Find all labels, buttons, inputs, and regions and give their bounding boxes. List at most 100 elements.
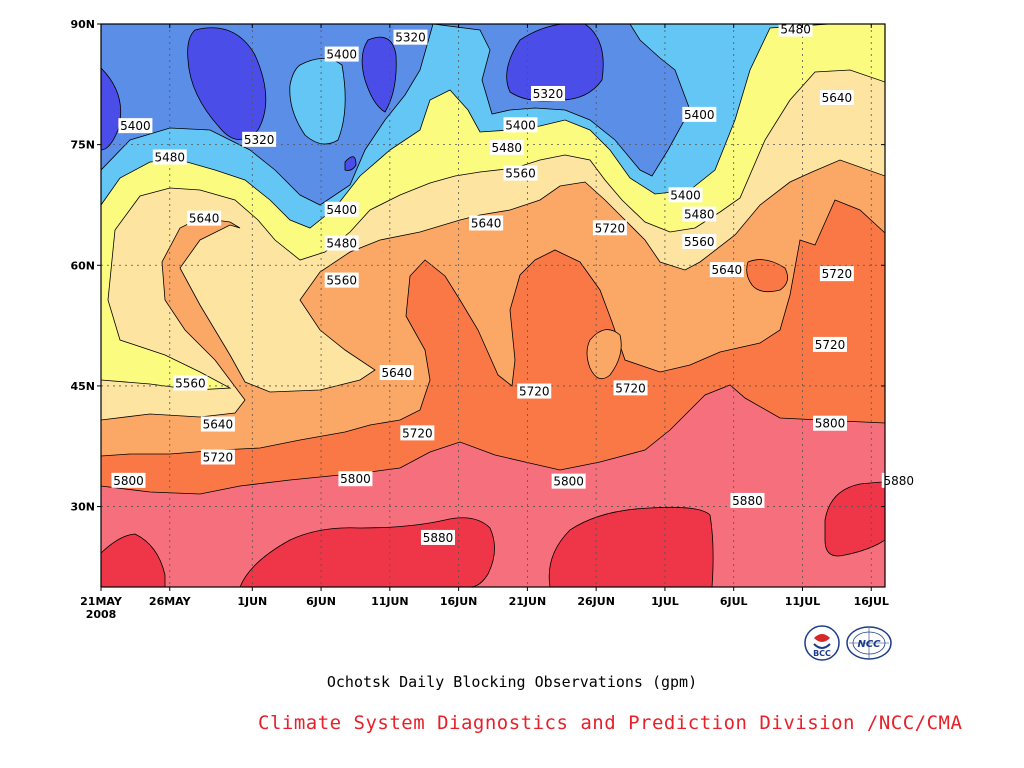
contour-label-bg [819, 89, 854, 105]
contour-label-bg [517, 383, 552, 399]
contour-label-bg [111, 472, 146, 488]
contour-label-bg [242, 131, 277, 147]
x-tick-label: 16JUN [440, 595, 478, 608]
contour-label-bg [324, 46, 359, 62]
contour-label: 5640 [200, 416, 235, 432]
contour-label-bg [118, 118, 153, 134]
contour-label: 5400 [668, 187, 703, 203]
contour-label-text: 5320 [533, 87, 564, 101]
contour-label-bg [668, 187, 703, 203]
x-tick-label: 26JUN [577, 595, 615, 608]
x-tick-label: 1JUL [651, 595, 679, 608]
contour-label: 5640 [379, 365, 414, 381]
contour-label: 5800 [812, 415, 847, 431]
contour-label-text: 5880 [732, 494, 763, 508]
contour-label-bg [682, 206, 717, 222]
contour-label-bg [324, 235, 359, 251]
contour-label: 5320 [242, 131, 277, 147]
contour-label-text: 5560 [684, 235, 715, 249]
band-5640-5720-cells [586, 329, 622, 380]
ncc-logo: NCC [845, 624, 895, 666]
contour-label: 5560 [173, 375, 208, 391]
contour-label-bg [393, 29, 428, 45]
x-tick-label: 21JUN [509, 595, 547, 608]
contour-label: 5480 [489, 139, 524, 155]
contour-label-bg [730, 492, 765, 508]
contour-label: 5880 [730, 492, 765, 508]
contour-label: 5880 [420, 529, 455, 545]
contour-label-text: 5400 [684, 108, 715, 122]
contour-label-text: 5640 [712, 263, 743, 277]
band-lt5320 [101, 24, 604, 171]
contour-label-bg [551, 473, 586, 489]
contour-label-text: 5400 [505, 118, 536, 132]
plot-frame [100, 23, 886, 588]
contour-label-text: 5800 [340, 472, 371, 486]
contour-label-text: 5400 [326, 48, 357, 62]
contour-label-bg [812, 336, 847, 352]
contour-label: 5720 [592, 220, 627, 236]
contour-label: 5400 [682, 106, 717, 122]
contour-label-bg [709, 262, 744, 278]
contour-label-bg [338, 471, 373, 487]
contour-label: 5720 [200, 449, 235, 465]
contour-label-bg [200, 416, 235, 432]
contour-label-bg [324, 272, 359, 288]
bcc-logo: BCC [800, 624, 846, 666]
contour-label-text: 5560 [505, 167, 536, 181]
contour-label-text: 5480 [684, 208, 715, 222]
contour-label-bg [531, 85, 566, 101]
contour-label-text: 5800 [553, 475, 584, 489]
contour-label: 5720 [613, 380, 648, 396]
contour-label: 5880 [881, 472, 916, 488]
x-axis: 21MAY 26MAY 1JUN 6JUN 11JUN 16JUN 21JUN 26JUN 1J… [80, 24, 889, 621]
contour-fill-bands [101, 24, 885, 587]
contour-label-text: 5720 [519, 385, 550, 399]
contour-label-text: 5480 [491, 141, 522, 155]
contour-label-text: 5800 [815, 417, 846, 431]
contour-label-bg [503, 165, 538, 181]
contour-label-text: 5640 [203, 418, 234, 432]
contour-label: 5480 [682, 206, 717, 222]
y-tick-label: 75N [70, 139, 95, 152]
contour-label: 5400 [324, 201, 359, 217]
contour-label-bg [152, 149, 187, 165]
x-tick-label: 11JUL [785, 595, 820, 608]
contour-label: 5800 [338, 471, 373, 487]
contour-label: 5480 [152, 149, 187, 165]
contour-label-text: 5720 [402, 426, 433, 440]
x-year-label: 2008 [86, 608, 117, 621]
x-tick-label: 11JUN [371, 595, 409, 608]
credit-line: Climate System Diagnostics and Predictio… [258, 712, 963, 734]
contour-label: 5400 [118, 118, 153, 134]
contour-label-text: 5480 [154, 151, 185, 165]
contour-label: 5480 [778, 21, 813, 37]
contour-label-text: 5400 [326, 203, 357, 217]
contour-label-bg [819, 266, 854, 282]
contour-label-bg [489, 139, 524, 155]
contour-label: 5640 [187, 210, 222, 226]
x-tick-label: 6JUL [720, 595, 748, 608]
x-tick-label: 21MAY [80, 595, 123, 608]
contour-label-bg [592, 220, 627, 236]
contour-label-bg [503, 117, 538, 133]
contour-label-bg [420, 529, 455, 545]
contour-label-text: 5640 [471, 216, 502, 230]
contour-label-bg [613, 380, 648, 396]
contour-label-text: 5480 [780, 23, 811, 37]
contour-label-text: 5320 [244, 133, 275, 147]
contour-label-text: 5560 [175, 377, 206, 391]
contour-label: 5720 [812, 336, 847, 352]
contour-label-text: 5640 [381, 366, 412, 380]
contour-label-text: 5400 [670, 188, 701, 202]
contour-label-text: 5640 [189, 212, 220, 226]
contour-label-bg [173, 375, 208, 391]
x-tick-label: 16JUL [854, 595, 889, 608]
contour-label-text: 5720 [203, 451, 234, 465]
contour-label: 5720 [517, 383, 552, 399]
contour-label: 5480 [324, 235, 359, 251]
contour-label-text: 5720 [815, 338, 846, 352]
contour-label: 5640 [819, 89, 854, 105]
contour-label-bg [187, 210, 222, 226]
